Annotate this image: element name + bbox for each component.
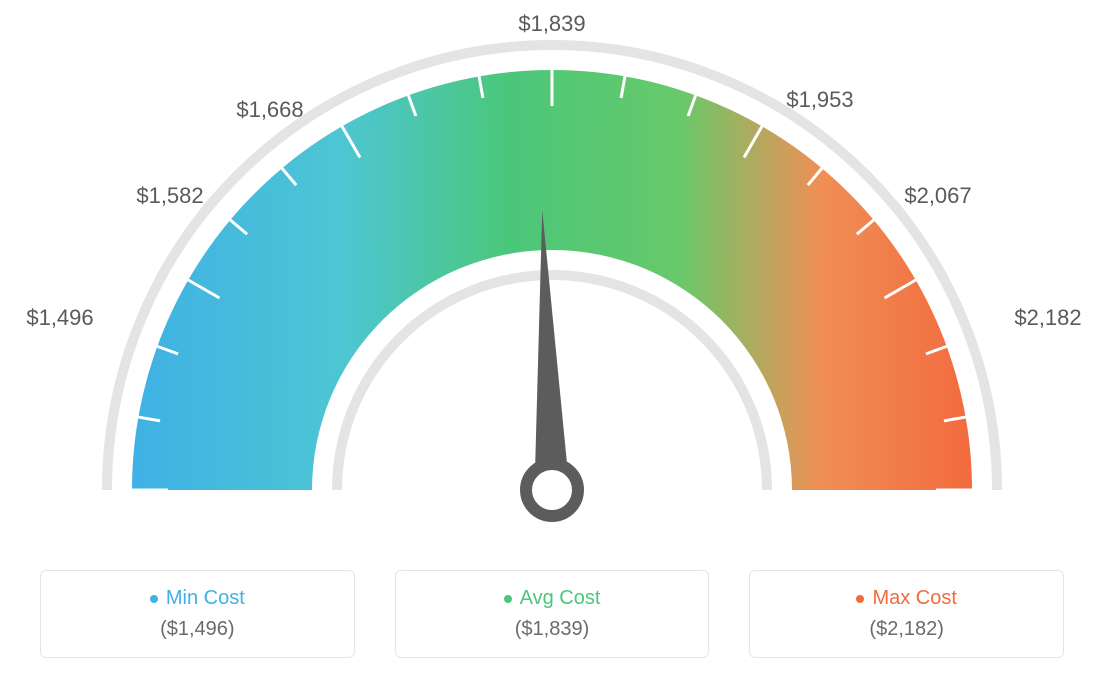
dot-icon bbox=[150, 595, 158, 603]
gauge-tick-label: $2,182 bbox=[1014, 305, 1081, 331]
legend-max-value: ($2,182) bbox=[774, 618, 1039, 641]
gauge-chart: $1,496 $1,582 $1,668 $1,839 $1,953 $2,067 $2,1… bbox=[0, 0, 1104, 560]
legend-min-value: ($1,496) bbox=[65, 618, 330, 641]
gauge-tick-label: $1,668 bbox=[236, 97, 303, 123]
legend-avg-label: Avg Cost bbox=[520, 587, 601, 610]
gauge-tick-label: $2,067 bbox=[904, 183, 971, 209]
dot-icon bbox=[856, 595, 864, 603]
gauge-tick-label: $1,953 bbox=[786, 87, 853, 113]
legend-row: Min Cost ($1,496) Avg Cost ($1,839) Max … bbox=[0, 570, 1104, 658]
legend-max-label-row: Max Cost bbox=[774, 587, 1039, 610]
dot-icon bbox=[504, 595, 512, 603]
gauge-svg bbox=[0, 0, 1104, 560]
gauge-tick-label: $1,839 bbox=[518, 11, 585, 37]
legend-avg-value: ($1,839) bbox=[420, 618, 685, 641]
legend-min-label: Min Cost bbox=[166, 587, 245, 610]
legend-card-max: Max Cost ($2,182) bbox=[749, 570, 1064, 658]
legend-min-label-row: Min Cost bbox=[65, 587, 330, 610]
legend-avg-label-row: Avg Cost bbox=[420, 587, 685, 610]
gauge-tick-label: $1,496 bbox=[26, 305, 93, 331]
gauge-tick-label: $1,582 bbox=[136, 183, 203, 209]
legend-max-label: Max Cost bbox=[872, 587, 956, 610]
legend-card-avg: Avg Cost ($1,839) bbox=[395, 570, 710, 658]
legend-card-min: Min Cost ($1,496) bbox=[40, 570, 355, 658]
